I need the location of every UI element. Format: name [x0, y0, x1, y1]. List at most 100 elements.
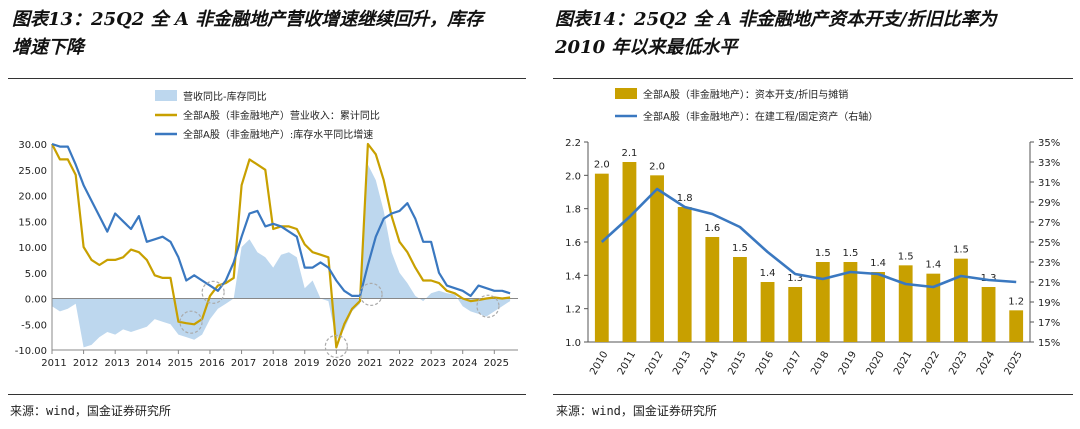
left-title-line-1: 图表13：25Q2 全 A 非金融地产营收增速继续回升，库存 — [12, 9, 484, 30]
c1-x-tick-label: 2021 — [357, 358, 382, 369]
c2-bar — [898, 265, 913, 342]
c1-y-tick-label: 10.00 — [18, 243, 47, 254]
c2-right-tick-label: 23% — [1038, 258, 1060, 269]
c2-x-tick-label: 2015 — [726, 350, 748, 378]
c2-bar-series: 2.0 2.1 2.0 1.8 1.6 1.5 1.4 1.3 1.5 1.5 1.4 1.5 1.4 1… — [594, 148, 1024, 342]
c1-y-tick-label: -5.00 — [21, 320, 47, 331]
c1-highlight-circle — [476, 294, 500, 318]
c1-legend: 营收同比-库存同比全部A股（非金融地产）营业收入：累计同比全部A股（非金融地产）… — [155, 90, 380, 141]
c2-x-tick-label: 2023 — [947, 350, 969, 378]
c2-x-tick-label: 2021 — [892, 350, 914, 378]
c2-left-tick-label: 1.0 — [565, 338, 581, 349]
c2-right-tick-label: 15% — [1038, 338, 1060, 349]
c2-right-tick-label: 33% — [1038, 158, 1060, 169]
left-chart-title: 图表13：25Q2 全 A 非金融地产营收增速继续回升，库存 增速下降 — [12, 6, 532, 62]
c1-area-series — [52, 164, 511, 348]
c1-x-tick-label: 2025 — [484, 358, 509, 369]
c1-legend-label-revenue: 全部A股（非金融地产）营业收入：累计同比 — [183, 109, 380, 122]
c2-bar — [981, 287, 996, 342]
c2-bar-label: 1.5 — [815, 248, 831, 259]
c1-y-tick-label: 5.00 — [25, 269, 47, 280]
right-title-line-1: 图表14：25Q2 全 A 非金融地产资本开支/折旧比率为 — [555, 9, 997, 30]
c1-inventory-line — [51, 142, 511, 297]
c1-x-tick-label: 2020 — [326, 358, 351, 369]
c2-bar — [871, 272, 885, 342]
c2-bar — [622, 162, 637, 342]
right-source-divider — [553, 394, 1073, 395]
c2-right-tick-label: 31% — [1038, 178, 1060, 189]
c1-highlight-circle — [179, 310, 203, 334]
c1-x-tick-label: 2024 — [452, 358, 477, 369]
c1-y-tick-label: -10.00 — [15, 346, 47, 357]
c2-bar-label: 1.6 — [704, 223, 720, 234]
c1-area-fill — [52, 164, 511, 348]
c2-x-tick-label: 2011 — [616, 350, 638, 378]
c1-x-tick-label: 2019 — [294, 358, 319, 369]
c2-legend-swatch-bar — [615, 88, 637, 99]
c2-left-tick-label: 2.0 — [565, 171, 581, 182]
c1-x-tick-label: 2014 — [136, 358, 161, 369]
c1-y-tick-label: 30.00 — [18, 140, 47, 151]
c1-y-tick-label: 25.00 — [18, 166, 47, 177]
c2-bar — [843, 262, 858, 342]
c1-x-tick-label: 2016 — [199, 358, 224, 369]
c2-x-tick-label: 2013 — [671, 350, 693, 378]
c2-x-tick-label: 2024 — [975, 350, 997, 378]
c2-left-tick-label: 1.8 — [565, 205, 581, 216]
c1-line-series — [51, 142, 511, 349]
c2-bar-label: 1.5 — [953, 245, 969, 256]
c2-bar-label: 1.4 — [925, 260, 941, 271]
c1-legend-label-inventory: 全部A股（非金融地产）:库存水平同比增速 — [183, 128, 373, 141]
c2-right-tick-label: 21% — [1038, 278, 1060, 289]
c2-bar — [954, 258, 968, 342]
c1-highlight-circle — [359, 282, 383, 306]
c2-right-tick-label: 35% — [1038, 138, 1060, 149]
c2-right-tick-label: 29% — [1038, 198, 1060, 209]
right-title-line-2: 2010 年以来最低水平 — [555, 37, 738, 58]
c1-x-tick-label: 2018 — [262, 358, 287, 369]
c1-x-tick-label: 2017 — [231, 358, 256, 369]
c2-bar-label: 1.3 — [787, 273, 803, 284]
left-title-line-2: 增速下降 — [12, 37, 84, 58]
right-source-note: 来源：wind，国金证券研究所 — [556, 404, 717, 418]
c2-bar-label: 2.0 — [649, 161, 665, 172]
c2-x-tick-label: 2016 — [754, 350, 776, 378]
c1-highlight-circle — [324, 334, 348, 358]
c1-y-tick-label: 15.00 — [18, 217, 47, 228]
right-title-divider — [553, 78, 1073, 79]
c2-x-tick-label: 2022 — [920, 350, 942, 378]
c2-bar — [733, 257, 747, 342]
c1-x-tick-label: 2015 — [168, 358, 193, 369]
c2-x-tick-label: 2020 — [864, 350, 886, 378]
c2-x-tick-label: 2012 — [643, 350, 665, 378]
c2-left-tick-label: 1.4 — [565, 271, 581, 282]
c2-legend: 全部A股（非金融地产）：资本开支/折旧与摊销全部A股（非金融地产）：在建工程/固… — [615, 88, 878, 123]
c2-bar — [677, 207, 692, 342]
c2-left-tick-label: 1.6 — [565, 238, 581, 249]
c2-bar-label: 1.4 — [760, 268, 776, 279]
c2-x-tick-label: 2014 — [699, 350, 721, 378]
c1-x-tick-label: 2011 — [41, 358, 66, 369]
right-bar-chart: 2.2 2.0 1.8 1.6 1.4 1.2 1.0 35% 33% 31% 29% 27% 25% 2… — [565, 88, 1060, 378]
c2-bar — [705, 237, 720, 342]
c2-bar — [1009, 310, 1024, 342]
c2-left-tick-label: 2.2 — [565, 138, 581, 149]
c1-x-tick-label: 2013 — [104, 358, 129, 369]
left-source-note: 来源：wind，国金证券研究所 — [10, 404, 171, 418]
c1-highlight-circle — [201, 280, 225, 304]
c2-bar — [815, 262, 830, 342]
c2-bar — [594, 173, 609, 342]
c2-right-tick-label: 19% — [1038, 298, 1060, 309]
c2-legend-label-line: 全部A股（非金融地产）：在建工程/固定资产（右轴） — [643, 110, 878, 123]
c2-bar — [788, 287, 803, 342]
c2-bar — [760, 282, 775, 342]
c2-x-tick-label: 2019 — [837, 350, 859, 378]
left-source-divider — [8, 394, 526, 395]
c2-construction-line — [600, 187, 1017, 289]
c2-bar-label: 1.8 — [677, 193, 693, 204]
c2-x-tick-label: 2018 — [809, 350, 831, 378]
left-line-chart: 30.00 25.00 20.00 15.00 10.00 5.00 0.00 -5.00 -1… — [15, 90, 518, 369]
c1-legend-swatch-area — [155, 90, 177, 101]
c2-x-tick-label: 2025 — [1003, 350, 1025, 378]
c1-x-tick-label: 2022 — [389, 358, 414, 369]
